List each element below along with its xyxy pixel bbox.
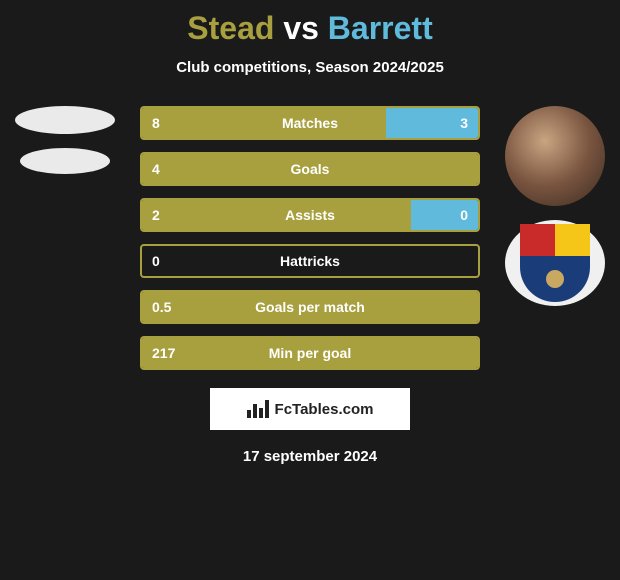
left-club-avatar bbox=[20, 148, 110, 174]
left-player-avatar bbox=[15, 106, 115, 134]
stat-row: 217 Min per goal bbox=[140, 336, 480, 370]
watermark: FcTables.com bbox=[210, 388, 410, 430]
stat-value-right: 3 bbox=[460, 115, 468, 131]
stat-label: Matches bbox=[282, 115, 338, 131]
stat-fill-left bbox=[142, 108, 386, 138]
date-label: 17 september 2024 bbox=[0, 448, 620, 465]
title-vs: vs bbox=[283, 10, 319, 46]
right-club-avatar bbox=[505, 220, 605, 306]
stat-label: Hattricks bbox=[280, 253, 340, 269]
stat-label: Assists bbox=[285, 207, 335, 223]
stats-column: 8 Matches 3 4 Goals 2 Assists 0 0 Hattricks 0.5 Goa… bbox=[140, 106, 480, 370]
main-area: 8 Matches 3 4 Goals 2 Assists 0 0 Hattricks 0.5 Goa… bbox=[0, 106, 620, 370]
stat-label: Min per goal bbox=[269, 345, 351, 361]
stat-row: 8 Matches 3 bbox=[140, 106, 480, 140]
stat-label: Goals per match bbox=[255, 299, 365, 315]
stat-row: 2 Assists 0 bbox=[140, 198, 480, 232]
club-crest-icon bbox=[520, 224, 590, 302]
stat-value-left: 2 bbox=[152, 207, 160, 223]
left-avatar-column bbox=[10, 106, 120, 174]
stat-value-left: 217 bbox=[152, 345, 175, 361]
title-player-right: Barrett bbox=[328, 10, 433, 46]
stat-row: 0 Hattricks bbox=[140, 244, 480, 278]
stat-label: Goals bbox=[291, 161, 330, 177]
comparison-title: Stead vs Barrett bbox=[0, 10, 620, 47]
stat-fill-left bbox=[142, 200, 411, 230]
stat-row: 4 Goals bbox=[140, 152, 480, 186]
right-avatar-column bbox=[500, 106, 610, 306]
stat-row: 0.5 Goals per match bbox=[140, 290, 480, 324]
right-player-avatar bbox=[505, 106, 605, 206]
title-player-left: Stead bbox=[187, 10, 274, 46]
stat-value-left: 4 bbox=[152, 161, 160, 177]
stat-value-left: 0 bbox=[152, 253, 160, 269]
chart-icon bbox=[247, 400, 269, 418]
watermark-text: FcTables.com bbox=[275, 401, 374, 418]
stat-value-left: 0.5 bbox=[152, 299, 171, 315]
stat-value-left: 8 bbox=[152, 115, 160, 131]
subtitle: Club competitions, Season 2024/2025 bbox=[0, 59, 620, 76]
stat-value-right: 0 bbox=[460, 207, 468, 223]
